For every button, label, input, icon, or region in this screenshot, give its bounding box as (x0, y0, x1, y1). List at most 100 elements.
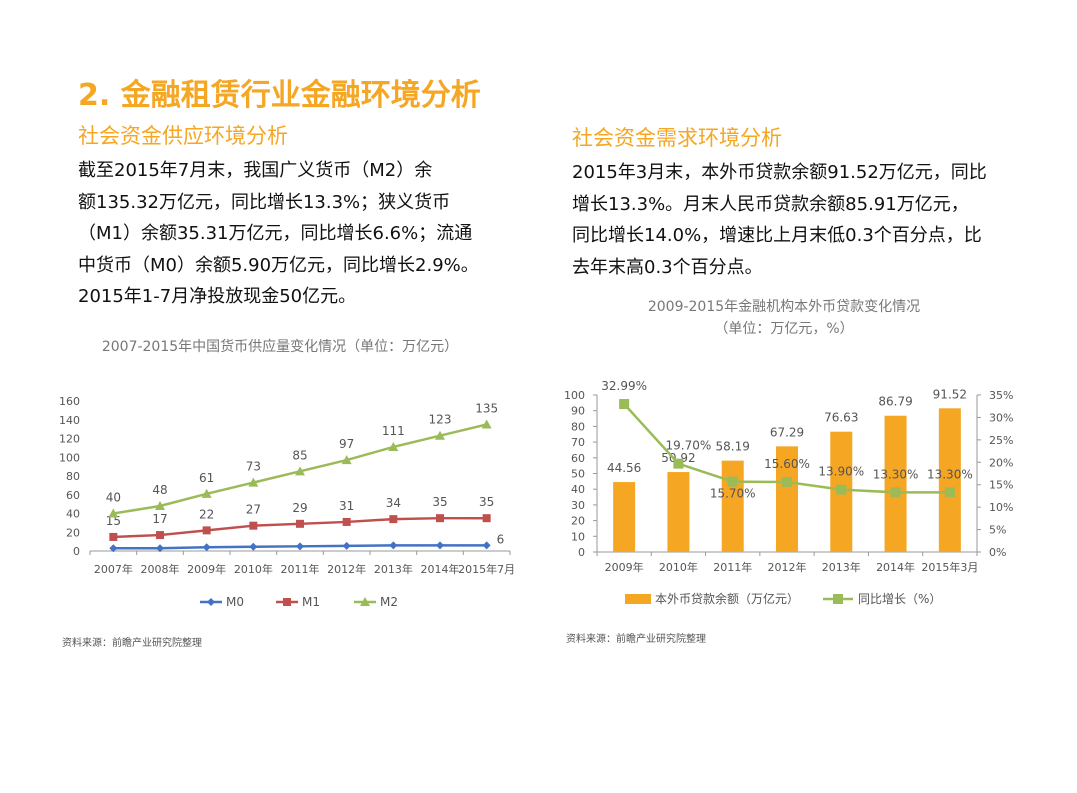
data-label-m2: 61 (199, 471, 214, 485)
left-y-tick-label: 30 (571, 499, 585, 512)
right-paragraph-line: 2015年3月末，本外币贷款余额91.52万亿元，同比 (572, 162, 987, 183)
right-y-tick-label: 10% (989, 501, 1013, 514)
right-paragraph-line: 去年末高0.3个百分点。 (572, 256, 763, 278)
growth-label: 13.30% (927, 467, 973, 481)
bar-value-label: 67.29 (770, 425, 804, 439)
x-tick-label: 2009年 (187, 562, 226, 576)
bar-value-label: 44.56 (607, 461, 641, 475)
x-tick-label: 2011年 (713, 560, 752, 574)
bar-value-label: 86.79 (878, 395, 912, 409)
right-y-tick-label: 35% (989, 389, 1013, 402)
left-y-tick-label: 50 (571, 468, 585, 481)
legend-line-marker (833, 594, 843, 604)
data-point-m1 (296, 519, 304, 528)
left-source: 资料来源：前瞻产业研究院整理 (62, 638, 202, 649)
bar (667, 472, 690, 552)
growth-point (890, 487, 901, 498)
y-tick-label: 60 (66, 489, 80, 502)
data-point-m1 (436, 514, 444, 523)
data-point-m1 (202, 526, 211, 535)
data-point-m1 (342, 517, 351, 526)
x-tick-label: 2010年 (659, 560, 698, 574)
growth-label: 32.99% (601, 379, 647, 393)
right-paragraph-line: 增长13.3%。月末人民币贷款余额85.91万亿元， (572, 193, 969, 215)
legend-marker-m0 (207, 598, 215, 606)
bar-value-label: 58.19 (716, 440, 750, 454)
left-paragraph-line: 额135.32万亿元，同比增长13.3%；狭义货币 (78, 191, 451, 213)
data-point-m2 (295, 466, 305, 476)
data-label-m2: 40 (106, 491, 121, 505)
growth-label: 19.70% (666, 439, 712, 453)
left-y-tick-label: 0 (578, 546, 585, 559)
growth-point (836, 484, 847, 495)
page-title: 2. 金融租赁行业金融环境分析 (78, 78, 481, 113)
growth-label: 13.30% (873, 467, 919, 481)
x-tick-label: 2014年 (421, 562, 460, 576)
data-label-m1: 35 (432, 495, 447, 509)
y-tick-label: 120 (59, 433, 80, 446)
data-label-m1: 34 (386, 496, 401, 510)
right-y-tick-label: 15% (989, 479, 1013, 492)
growth-point (727, 476, 738, 487)
left-paragraph-line: （M1）余额35.31万亿元，同比增长6.6%；流通 (78, 223, 473, 244)
data-point-m2 (481, 419, 492, 429)
data-label-m1: 31 (339, 499, 354, 513)
legend-label-m2: M2 (380, 595, 398, 609)
data-label-m2: 85 (292, 448, 307, 462)
legend-line-label: 同比增长（%） (858, 592, 941, 606)
x-tick-label: 2009年 (605, 560, 644, 574)
left-y-tick-label: 10 (571, 530, 585, 543)
data-point-m0 (342, 541, 351, 550)
data-label-m0: 6 (497, 532, 505, 546)
legend-marker-m2 (360, 597, 370, 606)
legend-bar-swatch (625, 594, 651, 604)
x-tick-label: 2008年 (141, 562, 180, 576)
right-paragraph-line: 同比增长14.0%，增速比上月末低0.3个百分点，比 (572, 225, 982, 246)
y-tick-label: 80 (66, 470, 80, 483)
bar-value-label: 76.63 (824, 411, 858, 425)
x-tick-label: 2013年 (822, 560, 861, 574)
data-label-m1: 35 (479, 495, 494, 509)
bar (613, 482, 636, 552)
legend-label-m1: M1 (302, 595, 320, 609)
left-y-tick-label: 80 (571, 420, 585, 433)
x-tick-label: 2010年 (234, 562, 273, 576)
x-tick-label: 2011年 (281, 562, 320, 576)
right-chart-title: 2009-2015年金融机构本外币贷款变化情况 （单位：万亿元，%） (584, 296, 984, 340)
left-heading: 社会资金供应环境分析 (78, 124, 288, 148)
x-tick-label: 2014年 (876, 560, 915, 574)
left-y-tick-label: 90 (571, 405, 585, 418)
data-point-m2 (201, 488, 212, 498)
x-tick-label: 2012年 (327, 562, 366, 576)
data-point-m0 (156, 544, 164, 553)
data-label-m2: 135 (475, 401, 498, 415)
data-label-m2: 48 (152, 483, 167, 497)
data-point-m0 (202, 543, 211, 552)
data-point-m0 (389, 541, 398, 550)
bar (776, 446, 798, 552)
right-y-tick-label: 20% (989, 456, 1013, 469)
data-point-m0 (109, 544, 118, 553)
y-tick-label: 0 (73, 545, 80, 558)
right-paragraph: 2015年3月末，本外币贷款余额91.52万亿元，同比 增长13.3%。月末人民… (572, 157, 1032, 283)
y-tick-label: 160 (59, 395, 80, 408)
data-label-m2: 73 (246, 460, 261, 474)
growth-point (673, 458, 684, 469)
data-label-m2: 97 (339, 437, 354, 451)
right-y-tick-label: 30% (989, 411, 1013, 424)
right-chart-title-line: 2009-2015年金融机构本外币贷款变化情况 (647, 299, 921, 315)
data-point-m1 (482, 514, 491, 523)
left-y-tick-label: 60 (571, 452, 585, 465)
money-supply-chart: 0 20 40 60 80 100 120 140 160 2007年 2008年 2009年 2010… (59, 395, 515, 609)
growth-point (619, 399, 630, 410)
growth-point (782, 477, 792, 488)
left-y-tick-label: 70 (571, 436, 585, 449)
legend-marker-m1 (283, 598, 291, 606)
data-point-m1 (156, 531, 164, 540)
data-label-m1: 17 (152, 512, 167, 526)
bar (884, 415, 907, 552)
data-label-m2: 111 (382, 424, 405, 438)
growth-label: 15.60% (764, 457, 810, 471)
right-heading: 社会资金需求环境分析 (572, 126, 782, 150)
right-chart-title-line: （单位：万亿元，%） (714, 321, 854, 337)
